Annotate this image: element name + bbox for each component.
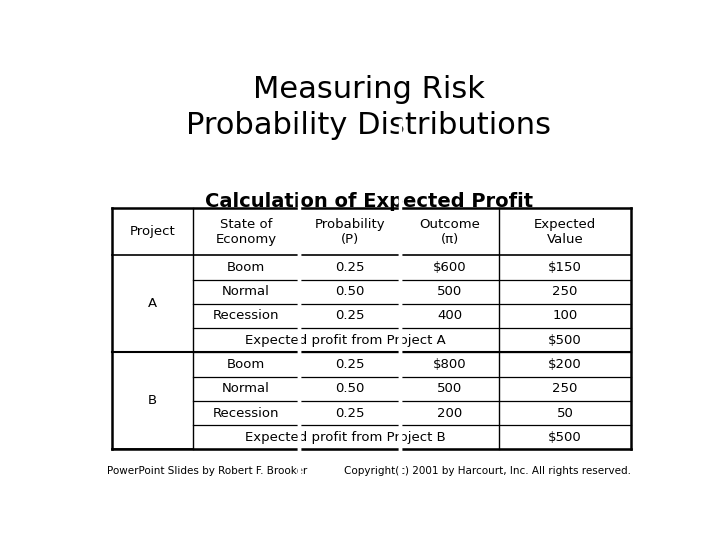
Text: Calculation of Expected Profit: Calculation of Expected Profit [205,192,533,211]
Text: Project: Project [130,225,176,238]
Text: Recession: Recession [212,407,279,420]
Text: 250: 250 [552,285,577,298]
Text: Normal: Normal [222,285,270,298]
Text: Measuring Risk
Probability Distributions: Measuring Risk Probability Distributions [186,75,552,140]
Text: Expected profit from Project B: Expected profit from Project B [246,431,446,444]
Text: Boom: Boom [227,261,265,274]
Text: 0.25: 0.25 [335,309,364,322]
Text: Probability
(P): Probability (P) [315,218,385,246]
Text: Expected profit from Project A: Expected profit from Project A [246,334,446,347]
Text: A: A [148,298,157,310]
Text: 0.50: 0.50 [335,285,364,298]
Text: 250: 250 [552,382,577,395]
Text: Expected
Value: Expected Value [534,218,596,246]
Text: $150: $150 [548,261,582,274]
Text: $800: $800 [433,358,467,371]
Text: 400: 400 [437,309,462,322]
Text: 50: 50 [557,407,574,420]
Text: State of
Economy: State of Economy [215,218,276,246]
Text: $200: $200 [548,358,582,371]
Text: B: B [148,394,157,407]
Text: Recession: Recession [212,309,279,322]
Text: 0.25: 0.25 [335,358,364,371]
Text: Outcome
(π): Outcome (π) [419,218,480,246]
Text: $500: $500 [548,431,582,444]
Text: 500: 500 [437,382,462,395]
Text: Boom: Boom [227,358,265,371]
Text: $600: $600 [433,261,467,274]
Text: 0.25: 0.25 [335,261,364,274]
Text: 0.25: 0.25 [335,407,364,420]
Text: $500: $500 [548,334,582,347]
Text: 200: 200 [437,407,462,420]
Text: PowerPoint Slides by Robert F. Brooker: PowerPoint Slides by Robert F. Brooker [107,465,307,476]
Text: 100: 100 [552,309,577,322]
Text: Normal: Normal [222,382,270,395]
Text: 500: 500 [437,285,462,298]
Text: 0.50: 0.50 [335,382,364,395]
Text: Copyright(c) 2001 by Harcourt, Inc. All rights reserved.: Copyright(c) 2001 by Harcourt, Inc. All … [344,465,631,476]
